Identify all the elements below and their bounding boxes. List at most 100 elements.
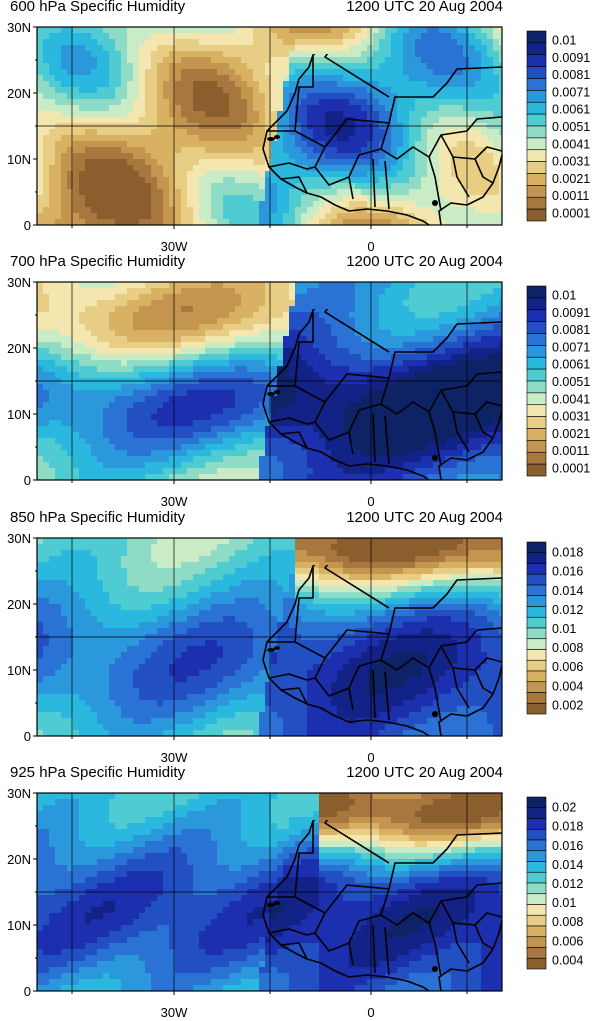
legend-swatch <box>527 628 546 639</box>
legend-swatch <box>527 682 546 693</box>
legend-swatch <box>527 405 546 417</box>
y-tick-label: 10N <box>7 152 31 167</box>
legend-label: 0.002 <box>552 698 583 712</box>
y-tick-label: 30N <box>7 20 31 35</box>
legend-label: 0.014 <box>552 858 583 872</box>
legend-swatch <box>527 948 546 959</box>
legend-label: 0.0051 <box>552 120 590 134</box>
legend-swatch <box>527 357 546 369</box>
legend-swatch <box>527 703 546 714</box>
legend-colorbar: 0.020.0180.0160.0140.0120.010.0080.0060.… <box>527 797 583 969</box>
y-tick-label: 20N <box>7 852 31 867</box>
legend-label: 0.01 <box>552 622 576 636</box>
y-tick-label: 20N <box>7 597 31 612</box>
legend-label: 0.0041 <box>552 392 590 406</box>
legend-label: 0.0061 <box>552 358 590 372</box>
legend-swatch <box>527 464 546 476</box>
legend-label: 0.0081 <box>552 68 590 82</box>
legend-swatch <box>527 345 546 357</box>
legend-swatch <box>527 872 546 883</box>
legend-swatch <box>527 607 546 618</box>
legend-swatch <box>527 43 546 55</box>
x-tick-label: 0 <box>367 750 374 765</box>
legend-swatch <box>527 650 546 661</box>
legend-swatch <box>527 915 546 926</box>
x-tick-label: 30W <box>161 239 188 254</box>
legend-swatch <box>527 209 546 221</box>
y-tick-label: 10N <box>7 407 31 422</box>
legend-label: 0.014 <box>552 584 583 598</box>
legend-label: 0.0021 <box>552 427 590 441</box>
y-tick-label: 10N <box>7 918 31 933</box>
y-tick-label: 20N <box>7 86 31 101</box>
legend-swatch <box>527 138 546 150</box>
legend-label: 0.0001 <box>552 206 590 220</box>
legend-swatch <box>527 883 546 894</box>
y-tick-label: 20N <box>7 341 31 356</box>
legend-swatch <box>527 185 546 197</box>
legend-swatch <box>527 334 546 346</box>
legend-label: 0.0001 <box>552 461 590 475</box>
legend-label: 0.0091 <box>552 306 590 320</box>
y-tick-label: 30N <box>7 275 31 290</box>
legend-swatch <box>527 894 546 905</box>
legend-swatch <box>527 429 546 441</box>
y-tick-label: 10N <box>7 663 31 678</box>
legend-swatch <box>527 542 546 553</box>
y-tick-label: 0 <box>24 729 31 744</box>
y-tick-label: 0 <box>24 984 31 999</box>
legend-swatch <box>527 102 546 114</box>
legend-label: 0.01 <box>552 289 576 303</box>
legend-swatch <box>527 840 546 851</box>
legend-swatch <box>527 926 546 937</box>
legend-label: 0.004 <box>552 953 583 967</box>
legend-swatch <box>527 369 546 381</box>
legend-label: 0.0021 <box>552 172 590 186</box>
legend-swatch <box>527 322 546 334</box>
legend-swatch <box>527 452 546 464</box>
legend-swatch <box>527 31 546 43</box>
legend-swatch <box>527 553 546 564</box>
legend-swatch <box>527 574 546 585</box>
legend-label: 0.008 <box>552 641 583 655</box>
legend-swatch <box>527 693 546 704</box>
x-tick-label: 0 <box>367 494 374 509</box>
legend-label: 0.0011 <box>552 444 589 458</box>
legend-label: 0.01 <box>552 896 576 910</box>
legend-swatch <box>527 79 546 91</box>
legend-swatch <box>527 639 546 650</box>
legend-swatch <box>527 797 546 808</box>
legend-swatch <box>527 150 546 162</box>
legend-swatch <box>527 958 546 969</box>
legend-swatch <box>527 310 546 322</box>
legend-label: 0.0061 <box>552 103 590 117</box>
x-tick-label: 0 <box>367 1005 374 1020</box>
legend-swatch <box>527 162 546 174</box>
y-tick-label: 0 <box>24 473 31 488</box>
legend-swatch <box>527 829 546 840</box>
x-tick-label: 30W <box>161 750 188 765</box>
legend-label: 0.0071 <box>552 340 590 354</box>
legend-swatch <box>527 286 546 298</box>
legend-label: 0.0031 <box>552 410 590 424</box>
legend-swatch <box>527 381 546 393</box>
legend-label: 0.0041 <box>552 137 590 151</box>
legend-label: 0.016 <box>552 839 583 853</box>
legend-label: 0.0031 <box>552 155 590 169</box>
legend-label: 0.018 <box>552 820 583 834</box>
legend-swatch <box>527 55 546 67</box>
legend-swatch <box>527 937 546 948</box>
x-tick-label: 0 <box>367 239 374 254</box>
legend-label: 0.012 <box>552 877 583 891</box>
legend-colorbar: 0.010.00910.00810.00710.00610.00510.0041… <box>527 286 590 476</box>
legend-label: 0.012 <box>552 603 583 617</box>
legend-swatch <box>527 862 546 873</box>
x-tick-label: 30W <box>161 1005 188 1020</box>
